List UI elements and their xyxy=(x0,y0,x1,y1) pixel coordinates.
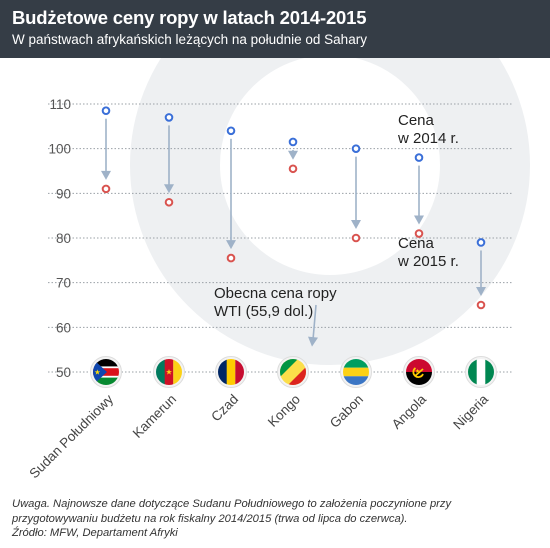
annotation-line: WTI (55,9 dol.) xyxy=(214,303,313,320)
point-2014 xyxy=(288,137,298,147)
data-points xyxy=(101,106,486,310)
x-tick-label: Kamerun xyxy=(130,392,179,441)
gabon-flag-icon xyxy=(340,356,372,388)
y-tick-label: 100 xyxy=(48,142,71,157)
flag-stripe xyxy=(476,359,486,385)
point-2015 xyxy=(164,197,174,207)
annotation-line: Cena xyxy=(398,235,435,252)
y-tick-label: 70 xyxy=(56,276,71,291)
change-arrow-head xyxy=(414,215,424,225)
wti-arrow-head xyxy=(308,336,318,347)
flag-shape xyxy=(93,359,107,385)
chart-title: Budżetowe ceny ropy w latach 2014-2015 xyxy=(12,7,367,28)
change-arrow-head xyxy=(476,287,486,296)
flag-face xyxy=(343,359,369,385)
footnote-line-2: przygotowywaniu budżetu na rok fiskalny … xyxy=(12,512,408,525)
flag-stripe xyxy=(343,367,369,377)
flag-stripe xyxy=(235,359,244,385)
y-tick-label: 50 xyxy=(56,365,71,380)
flag-stripe xyxy=(226,359,236,385)
wti-arrow-shaft xyxy=(312,304,317,340)
flag-stripe xyxy=(343,359,369,368)
cameroon-flag-icon xyxy=(153,356,185,388)
congo-flag-icon xyxy=(277,356,309,388)
point-2014 xyxy=(414,153,424,162)
x-tick-labels: Sudan Południowy Kamerun Czad Kongo Gabon Ang… xyxy=(26,391,491,481)
annotation-line: Cena xyxy=(398,112,435,129)
flag-stripe xyxy=(93,359,119,368)
point-2015 xyxy=(414,229,424,238)
y-tick-label: 90 xyxy=(56,186,71,201)
flag-shape xyxy=(94,369,101,375)
annotation-line: w 2014 r. xyxy=(397,130,459,147)
change-arrow-head xyxy=(101,170,111,180)
x-tick-label: Sudan Południowy xyxy=(26,391,116,481)
annotation-price-2014: Cena w 2014 r. xyxy=(397,112,459,147)
point-2014 xyxy=(351,144,361,153)
price-chart: 110 100 90 80 70 60 50 Sudan Południowy Kamerun… xyxy=(26,58,530,481)
footnote-line-1: Uwaga. Najnowsze dane dotyczące Sudanu P… xyxy=(12,498,452,510)
x-tick-label: Angola xyxy=(389,391,430,432)
point-2015 xyxy=(101,184,111,194)
flag-shape xyxy=(288,367,306,385)
point-2015 xyxy=(351,233,361,243)
annotation-line: w 2015 r. xyxy=(397,253,459,270)
flag-stripe xyxy=(468,359,477,385)
point-2014 xyxy=(476,238,486,247)
flag-shape xyxy=(415,368,420,373)
flag-stripe xyxy=(173,359,182,385)
flag-face xyxy=(156,359,182,385)
nigeria-flag-icon xyxy=(465,356,497,388)
x-tick-label: Kongo xyxy=(265,392,303,430)
flag-face xyxy=(218,359,244,385)
chart-subtitle: W państwach afrykańskich leżących na poł… xyxy=(12,32,367,47)
flag-face xyxy=(468,359,494,385)
x-tick-label: Nigeria xyxy=(450,391,491,432)
flag-face xyxy=(280,359,306,385)
flag-shape xyxy=(166,369,172,375)
flag-stripe xyxy=(406,372,432,385)
change-arrow-head xyxy=(226,240,236,250)
flag-stripe xyxy=(93,376,119,385)
y-tick-label: 80 xyxy=(56,231,71,246)
footnote: Uwaga. Najnowsze dane dotyczące Sudanu P… xyxy=(12,497,538,541)
point-2014 xyxy=(226,126,236,136)
flag-shape xyxy=(414,368,424,377)
annotation-line: Obecna cena ropy xyxy=(214,285,337,302)
flag-face xyxy=(93,359,119,385)
header-bar: Budżetowe ceny ropy w latach 2014-2015 W… xyxy=(0,0,550,58)
change-arrows xyxy=(101,118,486,296)
point-2015 xyxy=(476,300,486,310)
annotation-wti: Obecna cena ropy WTI (55,9 dol.) xyxy=(214,285,337,320)
point-2014 xyxy=(101,106,111,115)
flag-stripe xyxy=(406,359,432,372)
change-arrow-head xyxy=(164,184,174,194)
footnote-source: Źródło: MFW, Departament Afryki xyxy=(12,527,178,539)
change-arrow-head xyxy=(288,150,298,160)
x-tick-label: Gabon xyxy=(327,392,366,431)
flag-stripe xyxy=(485,359,494,385)
angola-flag-icon xyxy=(403,356,435,388)
point-2015 xyxy=(288,164,298,174)
change-arrow-head xyxy=(351,220,361,229)
point-2014 xyxy=(164,113,174,122)
x-tick-label: Czad xyxy=(208,392,241,425)
annotation-price-2015: Cena w 2015 r. xyxy=(397,235,459,270)
flag-shape xyxy=(280,359,298,377)
y-tick-label: 60 xyxy=(56,320,71,335)
flag-stripe xyxy=(218,359,227,385)
chad-flag-icon xyxy=(215,356,247,388)
flag-stripe xyxy=(343,376,369,385)
south-sudan-flag-icon xyxy=(90,356,122,388)
annotations: Cena w 2014 r.Cena w 2015 r.Obecna cena ro… xyxy=(214,112,459,347)
background-watermark xyxy=(130,58,530,365)
country-flags xyxy=(90,356,497,388)
point-2015 xyxy=(226,253,236,263)
flag-stripe xyxy=(156,359,165,385)
y-tick-labels: 110 100 90 80 70 60 50 xyxy=(48,97,71,380)
y-tick-label: 110 xyxy=(49,97,71,112)
flag-face xyxy=(406,359,432,385)
